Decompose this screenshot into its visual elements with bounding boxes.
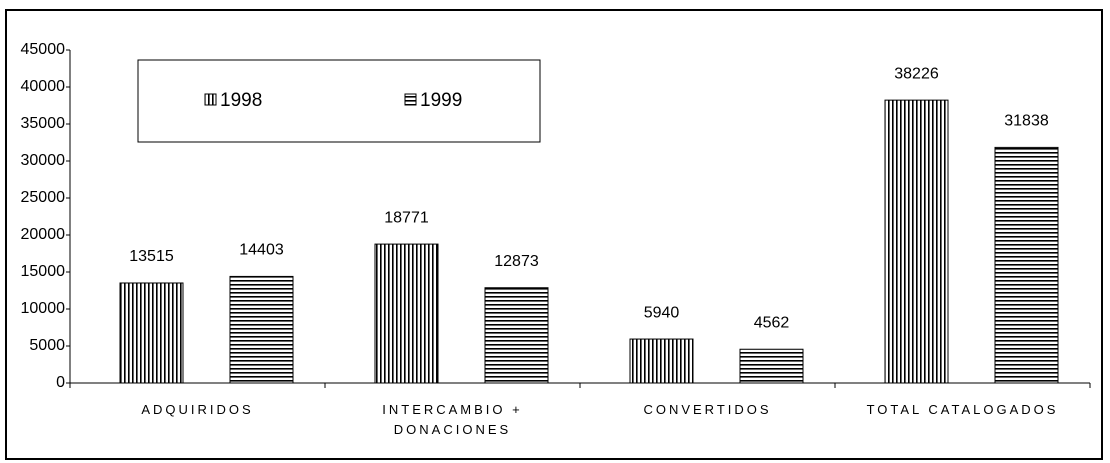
- x-tick-label: TOTAL CATALOGADOS: [866, 402, 1059, 417]
- y-tick-label: 30000: [21, 152, 66, 169]
- y-tick-label: 35000: [21, 115, 66, 132]
- bar: [229, 275, 294, 384]
- legend-label: 1998: [220, 90, 262, 111]
- value-label: 14403: [239, 242, 284, 259]
- bar: [374, 243, 439, 384]
- value-label: 5940: [644, 304, 680, 321]
- legend-box: [137, 59, 541, 143]
- value-label: 13515: [129, 248, 174, 265]
- y-tick-label: 25000: [21, 189, 66, 206]
- y-tick-label: 15000: [21, 263, 66, 280]
- legend-swatch: [404, 93, 417, 106]
- legend-label: 1999: [420, 90, 462, 111]
- value-label: 38226: [894, 65, 939, 82]
- y-tick-label: 45000: [21, 41, 66, 58]
- x-tick-label: CONVERTIDOS: [643, 402, 772, 417]
- y-tick-label: 40000: [21, 78, 66, 95]
- value-label: 18771: [384, 209, 429, 226]
- legend-swatch: [204, 93, 217, 106]
- value-label: 12873: [494, 253, 539, 270]
- y-tick-label: 5000: [29, 337, 65, 354]
- y-tick-label: 10000: [21, 300, 66, 317]
- y-tick-label: 20000: [21, 226, 66, 243]
- bar: [739, 348, 804, 384]
- frame: [5, 9, 1103, 460]
- value-label: 4562: [754, 314, 790, 331]
- bar: [994, 146, 1059, 384]
- bar: [629, 338, 694, 384]
- bar: [484, 287, 549, 384]
- y-tick-label: 0: [56, 374, 65, 391]
- bar: [884, 99, 949, 384]
- value-label: 31838: [1004, 113, 1049, 130]
- x-tick-label: ADQUIRIDOS: [141, 402, 254, 417]
- x-tick-label: INTERCAMBIO + DONACIONES: [382, 402, 523, 437]
- bar: [119, 282, 184, 384]
